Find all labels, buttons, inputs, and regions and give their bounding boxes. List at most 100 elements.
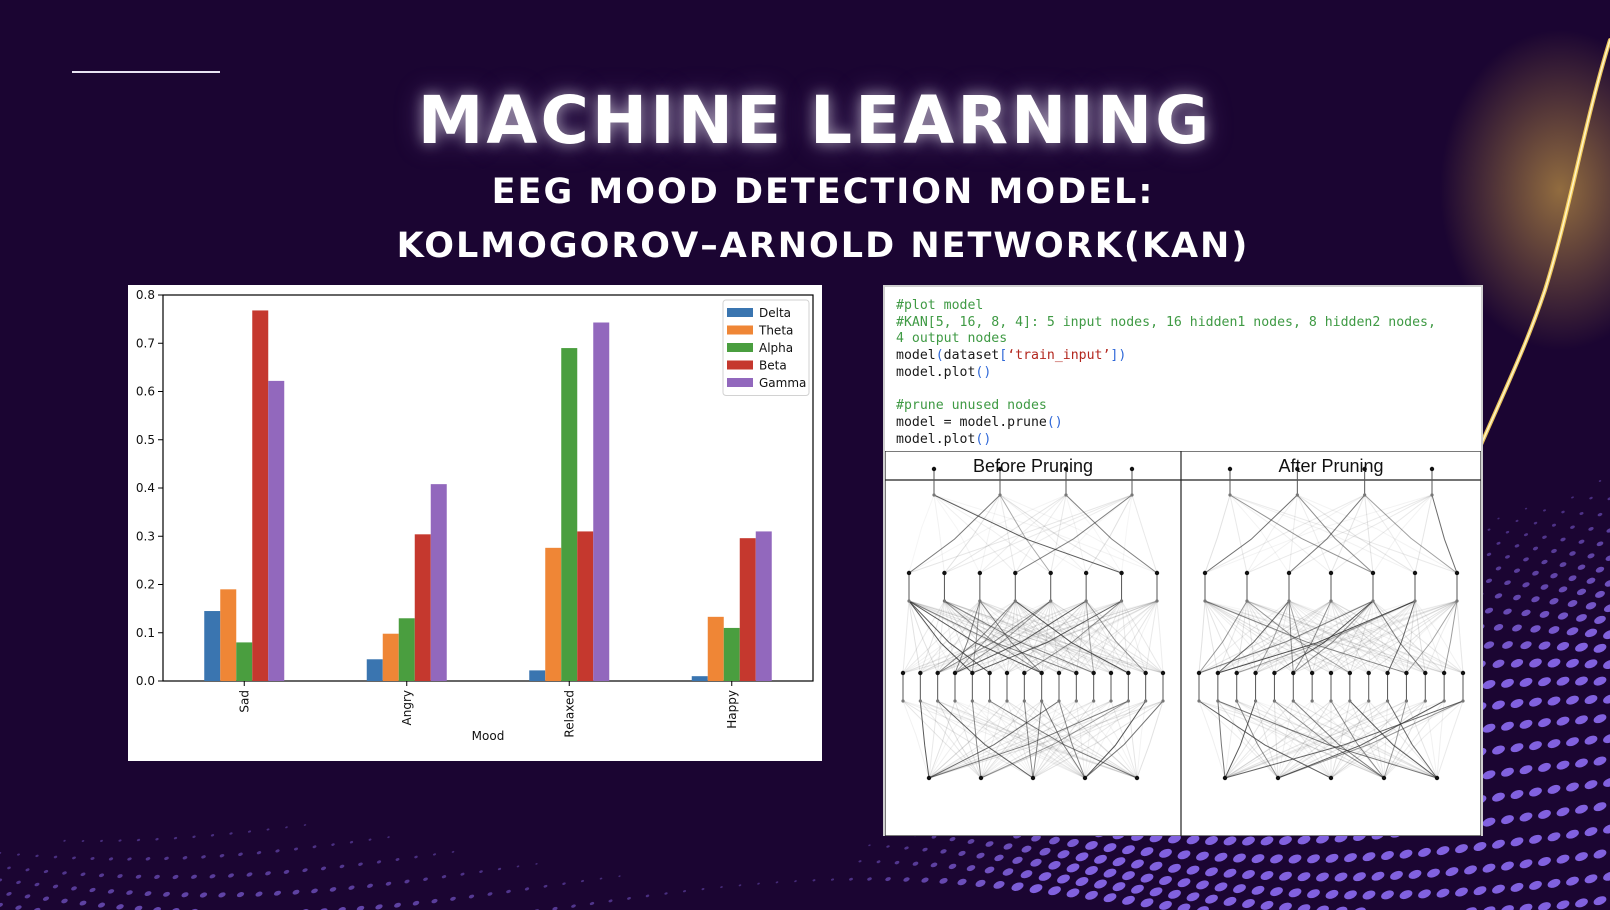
network-edge	[1224, 700, 1464, 779]
dot	[338, 907, 346, 910]
network-edge	[1383, 700, 1445, 779]
dot	[329, 887, 337, 892]
dot	[1524, 507, 1528, 510]
network-edge	[954, 600, 1158, 674]
dot	[1596, 541, 1604, 547]
network-edge	[1084, 700, 1129, 779]
network-edge	[1014, 600, 1025, 674]
network-node	[1004, 670, 1010, 676]
x-axis-label: Mood	[472, 729, 505, 743]
dot	[1538, 857, 1551, 866]
network-edge	[1364, 494, 1416, 574]
network-node-base	[1272, 699, 1277, 703]
dot	[1529, 834, 1542, 844]
code-token: ()	[975, 431, 992, 447]
dot	[1538, 809, 1551, 819]
network-edge	[999, 494, 1158, 574]
dot	[1482, 817, 1496, 827]
network-edge	[937, 600, 1087, 674]
network-node	[942, 570, 947, 576]
dot	[1548, 626, 1560, 634]
network-edge	[944, 494, 1133, 574]
dot	[984, 866, 995, 874]
dot	[63, 839, 66, 842]
dot	[1514, 544, 1520, 548]
dot	[1566, 695, 1579, 705]
bar	[220, 589, 237, 681]
network-edge	[1246, 600, 1369, 674]
network-edge	[933, 494, 1016, 574]
network-node-base	[1371, 599, 1375, 603]
legend-swatch	[727, 325, 753, 335]
bar	[561, 348, 578, 681]
bar	[382, 633, 399, 681]
network-edge	[1296, 494, 1374, 574]
network-node	[1291, 670, 1296, 676]
dot	[1085, 890, 1098, 900]
network-edge	[908, 494, 1067, 574]
network-node	[1286, 570, 1292, 576]
dot	[414, 855, 418, 859]
network-node	[918, 670, 923, 676]
dot	[339, 864, 345, 869]
dot	[949, 836, 956, 842]
network-edge	[1084, 700, 1164, 779]
dot	[1085, 841, 1098, 850]
dot	[1223, 896, 1237, 906]
dot	[423, 877, 428, 881]
dot	[1605, 555, 1610, 561]
dot	[922, 847, 928, 852]
network-edge	[1372, 494, 1433, 574]
network-edge	[980, 700, 1094, 779]
network-edge	[1246, 600, 1426, 674]
dot	[921, 877, 929, 883]
network-node	[1454, 570, 1460, 576]
network-edge	[1277, 700, 1332, 779]
dot	[367, 883, 373, 888]
dot	[1558, 586, 1568, 593]
network-edge	[1255, 700, 1438, 779]
x-tick-label: Relaxed	[562, 690, 576, 738]
network-edge	[937, 700, 982, 779]
network-edge	[1236, 600, 1248, 674]
network-edge	[1093, 700, 1138, 779]
dot	[1559, 562, 1567, 568]
network-edge	[1372, 600, 1407, 674]
dot	[1186, 865, 1200, 875]
network-edge	[1330, 700, 1464, 779]
network-node-base	[1130, 493, 1134, 497]
network-node	[1244, 570, 1250, 576]
dot	[1316, 905, 1329, 910]
network-node	[987, 670, 992, 676]
dot	[107, 889, 115, 894]
network-node	[1063, 466, 1069, 472]
dot	[608, 899, 613, 903]
network-edge	[1383, 700, 1389, 779]
network-node	[978, 775, 984, 781]
network-edge	[908, 494, 935, 574]
dot	[293, 847, 299, 851]
network-edge	[928, 700, 1146, 779]
network-node-base	[1144, 699, 1148, 703]
bar	[414, 534, 431, 681]
network-edge	[920, 600, 1122, 674]
network-node	[1253, 670, 1258, 676]
network-node	[1126, 670, 1131, 676]
network-node	[1196, 670, 1202, 676]
network-edge	[1075, 700, 1086, 779]
dot	[1547, 832, 1561, 842]
code-line: 4 output nodes	[896, 331, 1008, 347]
network-edge	[928, 700, 1164, 779]
network-edge	[1023, 700, 1086, 779]
dot	[1485, 578, 1493, 584]
dot	[1523, 557, 1529, 562]
network-edge	[980, 700, 1077, 779]
network-edge	[1405, 600, 1416, 674]
dot	[479, 870, 483, 873]
network-edge	[1006, 600, 1087, 674]
network-node	[1048, 570, 1053, 576]
dot	[939, 878, 948, 884]
network-edge	[937, 600, 1016, 674]
code-token: ])	[1110, 348, 1127, 364]
code-token: ‘train_input’	[1007, 348, 1111, 364]
